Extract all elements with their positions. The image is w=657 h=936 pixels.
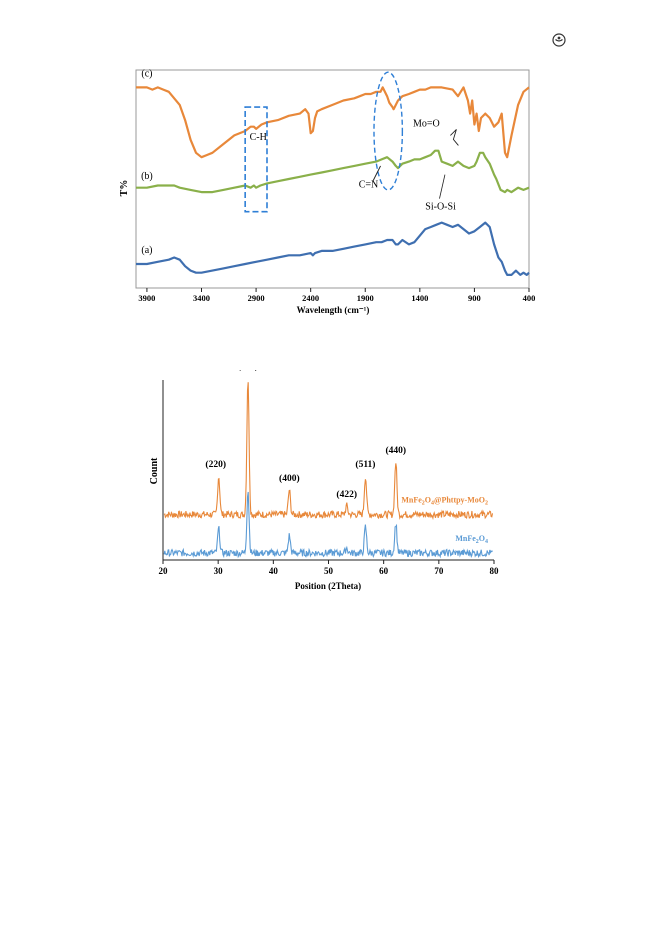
xrd-x-tick-label: 70 <box>434 566 444 576</box>
xrd-series-line-1 <box>163 491 493 559</box>
ftir-x-tick-label: 2900 <box>248 293 265 303</box>
ftir-annotation: C-H <box>250 132 267 143</box>
xrd-peak-label: (311) <box>238 370 258 372</box>
ftir-x-tick-label: 1400 <box>411 293 428 303</box>
xrd-peak-label: (511) <box>355 459 375 470</box>
sioSi-arrow <box>439 174 446 199</box>
xrd-series-line-0 <box>163 382 494 521</box>
xrd-x-tick-label: 60 <box>379 566 389 576</box>
xrd-x-tick-label: 30 <box>214 566 224 576</box>
xrd-peak-label: (220) <box>205 459 226 470</box>
ftir-annotation: C=N <box>359 180 379 191</box>
ch-highlight-box <box>244 106 268 213</box>
xrd-peak-label: (440) <box>386 445 407 456</box>
ftir-annotation: (b) <box>141 171 153 182</box>
ftir-series-line-c <box>136 86 530 159</box>
xrd-peak-label: (422) <box>336 489 357 500</box>
mo-o-bond-icon <box>450 129 459 146</box>
ftir-x-tick-label: 3400 <box>193 293 210 303</box>
xrd-x-axis-label: Position (2Theta) <box>295 581 361 591</box>
xrd-x-tick-label: 20 <box>159 566 169 576</box>
ftir-x-tick-label: 2400 <box>302 293 319 303</box>
ftir-x-tick-label: 1900 <box>357 293 374 303</box>
ftir-annotation: (a) <box>141 245 152 256</box>
xrd-x-tick-label: 80 <box>490 566 500 576</box>
xrd-y-axis-label: Count <box>149 457 160 484</box>
circled-logo-icon <box>552 33 566 47</box>
ftir-x-tick-label: 400 <box>523 293 536 303</box>
ftir-plot-frame <box>135 69 530 289</box>
cn-arrow <box>372 165 381 182</box>
ftir-x-tick-label: 3900 <box>138 293 155 303</box>
xrd-series-label: MnFe2O4 <box>455 534 488 545</box>
ftir-series-line-a <box>136 221 530 276</box>
ftir-annotation: (c) <box>141 69 152 80</box>
ftir-series-line-b <box>136 149 530 194</box>
ftir-y-axis-label: T% <box>119 180 130 197</box>
xrd-chart: 20 30 40 50 60 70 80 (220) (311) (400) (422) (511)… <box>149 370 500 591</box>
ftir-x-axis-label: Wavelength (cm⁻¹) <box>297 305 370 315</box>
cn-highlight-ellipse <box>373 71 404 191</box>
ftir-annotation: Si-O-Si <box>425 202 456 213</box>
xrd-peak-label: (400) <box>279 473 300 484</box>
ftir-annotation: Mo=O <box>413 119 440 130</box>
xrd-series-label: MnFe2O4@Phttpy-MoO2 <box>401 495 488 506</box>
ftir-chart: 3900 3400 2900 2400 1900 1400 900 400 C-H C=N Mo=… <box>119 69 536 315</box>
ftir-x-tick-label: 900 <box>468 293 481 303</box>
xrd-x-tick-label: 50 <box>324 566 334 576</box>
xrd-x-tick-label: 40 <box>269 566 279 576</box>
